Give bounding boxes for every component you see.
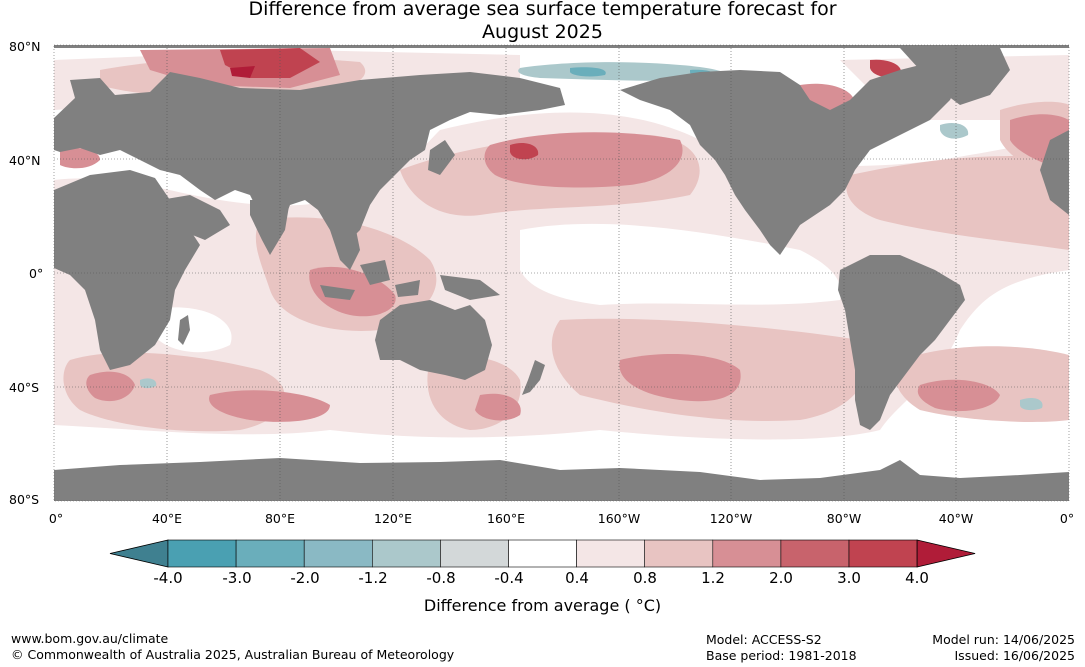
lon-label-40w: 40°W: [938, 511, 974, 526]
lon-label-120w: 120°W: [709, 511, 753, 526]
colorbar-label: Difference from average ( °C): [423, 596, 662, 615]
colorbar-cell: [644, 539, 714, 568]
footer-issued: Issued: 16/06/2025: [954, 648, 1076, 663]
colorbar-tick: 0.8: [633, 569, 657, 587]
lon-label-160w: 160°W: [597, 511, 641, 526]
lat-label-80s: 80°S: [9, 492, 40, 507]
graticule: [54, 45, 1069, 501]
colorbar-cell: [780, 539, 850, 568]
colorbar-cell: [235, 539, 305, 568]
lat-label-40n: 40°N: [9, 153, 41, 168]
lon-label-80e: 80°E: [264, 511, 296, 526]
colorbar-cell: [712, 539, 782, 568]
lat-label-80n: 80°N: [9, 39, 41, 54]
lon-label-120e: 120°E: [373, 511, 413, 526]
lat-label-equator: 0°: [29, 266, 44, 281]
colorbar-cells: [109, 539, 976, 568]
map-title-line1: Difference from average sea surface temp…: [248, 0, 837, 20]
lon-label-80w: 80°W: [826, 511, 862, 526]
colorbar-cell: [440, 539, 509, 568]
colorbar: [109, 539, 976, 568]
lon-label-40e: 40°E: [151, 511, 183, 526]
colorbar-tick: -0.4: [494, 569, 524, 587]
colorbar-cell: [371, 539, 441, 568]
lat-label-40s: 40°S: [9, 380, 40, 395]
colorbar-cell: [848, 539, 918, 568]
footer-copyright: © Commonwealth of Australia 2025, Austra…: [11, 647, 455, 662]
colorbar-cell: [508, 539, 577, 568]
footer-url: www.bom.gov.au/climate: [11, 631, 169, 646]
colorbar-tick: -4.0: [153, 569, 183, 587]
colorbar-tick: -0.8: [426, 569, 456, 587]
map-title-line2: August 2025: [482, 21, 603, 43]
colorbar-tick: 1.2: [701, 569, 725, 587]
colorbar-tick: 3.0: [837, 569, 861, 587]
lon-label-160e: 160°E: [486, 511, 526, 526]
lon-label-0: 0°: [48, 511, 64, 526]
lon-label-0-right: 0°: [1059, 511, 1075, 526]
colorbar-tick: 4.0: [905, 569, 929, 587]
footer-model: Model: ACCESS-S2: [706, 632, 822, 647]
map-frame: [53, 44, 1070, 502]
footer-base-period: Base period: 1981-2018: [706, 648, 857, 663]
colorbar-extend-low: [109, 539, 169, 568]
footer-model-run: Model run: 14/06/2025: [932, 632, 1075, 647]
colorbar-tick: 0.4: [565, 569, 589, 587]
colorbar-tick: -2.0: [290, 569, 320, 587]
anomaly-neutral-band: [54, 223, 1069, 470]
land-masses: [54, 45, 1069, 501]
colorbar-extend-high: [916, 539, 976, 568]
colorbar-cell: [303, 539, 373, 568]
sst-anomaly-map: [53, 44, 1070, 502]
colorbar-tick: 2.0: [769, 569, 793, 587]
colorbar-cell: [167, 539, 237, 568]
colorbar-tick: -3.0: [222, 569, 252, 587]
colorbar-tick: -1.2: [358, 569, 388, 587]
colorbar-cell: [576, 539, 645, 568]
anomaly-extreme: [230, 66, 255, 78]
